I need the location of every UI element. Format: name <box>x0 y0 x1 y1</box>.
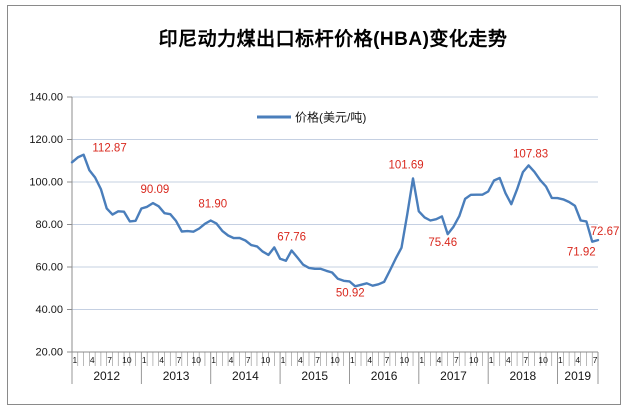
month-label: 10 <box>400 355 410 365</box>
month-label: 4 <box>367 355 372 365</box>
data-label: 72.67 <box>591 226 620 238</box>
month-label: 4 <box>506 355 511 365</box>
data-label: 81.90 <box>198 198 227 210</box>
chart-frame <box>7 5 621 405</box>
y-axis-label: 120.00 <box>29 134 63 146</box>
month-label: 7 <box>454 355 459 365</box>
year-label: 2017 <box>440 369 467 383</box>
month-label: 10 <box>538 355 548 365</box>
month-label: 10 <box>192 355 202 365</box>
month-label: 4 <box>298 355 303 365</box>
data-label: 90.09 <box>141 184 170 196</box>
data-label: 71.92 <box>567 247 596 259</box>
y-axis-label: 60.00 <box>35 262 63 274</box>
month-label: 7 <box>315 355 320 365</box>
month-label: 7 <box>593 355 598 365</box>
month-label: 4 <box>575 355 580 365</box>
month-label: 1 <box>142 355 147 365</box>
y-axis-label: 20.00 <box>35 347 63 359</box>
year-label: 2014 <box>232 369 259 383</box>
month-label: 10 <box>261 355 271 365</box>
data-label: 67.76 <box>277 232 306 244</box>
month-label: 1 <box>558 355 563 365</box>
year-label: 2018 <box>510 369 537 383</box>
month-label: 1 <box>211 355 216 365</box>
month-label: 4 <box>90 355 95 365</box>
month-label: 1 <box>281 355 286 365</box>
month-label: 7 <box>177 355 182 365</box>
year-label: 2019 <box>564 369 591 383</box>
data-label: 101.69 <box>388 159 423 171</box>
month-label: 4 <box>229 355 234 365</box>
y-axis-label: 100.00 <box>29 177 63 189</box>
month-label: 1 <box>73 355 78 365</box>
data-label: 112.87 <box>92 143 126 155</box>
month-label: 7 <box>107 355 112 365</box>
chart-title: 印尼动力煤出口标杆价格(HBA)变化走势 <box>158 29 508 50</box>
month-label: 10 <box>122 355 132 365</box>
month-label: 7 <box>246 355 251 365</box>
year-label: 2015 <box>301 369 328 383</box>
data-label: 75.46 <box>428 237 457 249</box>
month-label: 1 <box>489 355 494 365</box>
month-label: 4 <box>159 355 164 365</box>
year-label: 2016 <box>371 369 398 383</box>
month-label: 4 <box>437 355 442 365</box>
price-line-series <box>70 153 600 288</box>
month-label: 10 <box>469 355 479 365</box>
year-label: 2012 <box>93 369 120 383</box>
month-label: 1 <box>350 355 355 365</box>
y-axis-label: 140.00 <box>29 92 63 104</box>
y-axis-label: 40.00 <box>35 304 63 316</box>
y-axis-label: 80.00 <box>35 219 63 231</box>
month-label: 7 <box>523 355 528 365</box>
year-label: 2013 <box>163 369 190 383</box>
month-label: 1 <box>419 355 424 365</box>
data-label: 107.83 <box>513 148 548 160</box>
data-label: 50.92 <box>336 287 365 299</box>
month-label: 10 <box>330 355 340 365</box>
legend-label: 价格(美元/吨) <box>295 110 366 125</box>
month-label: 7 <box>385 355 390 365</box>
